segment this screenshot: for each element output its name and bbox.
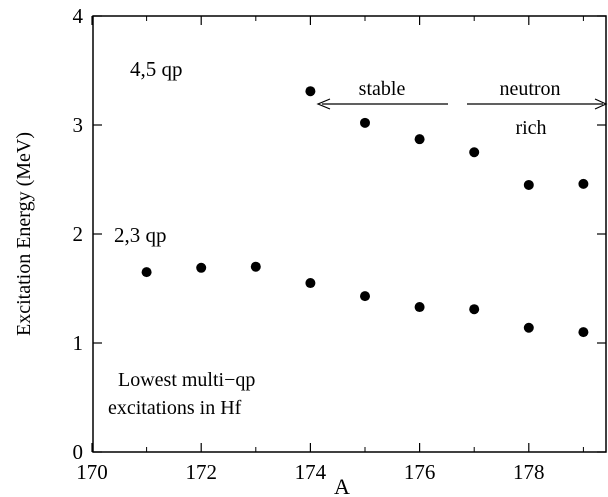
data-point-circle — [414, 134, 425, 145]
y-tick-label: 1 — [73, 331, 84, 355]
axis-ticks — [91, 15, 606, 453]
neutron-label: neutron — [499, 78, 560, 100]
lower-group-label: 2,3 qp — [114, 223, 167, 247]
stable-arrow — [316, 98, 448, 110]
data-point-circle — [360, 291, 370, 302]
data-point-circle — [469, 304, 480, 315]
data-point-circle — [305, 278, 316, 289]
y-tick-label: 4 — [73, 4, 84, 28]
data-marks — [141, 86, 589, 338]
y-tick-label: 3 — [73, 113, 84, 137]
x-tick-labels: 170172174176178180182184 — [76, 460, 545, 484]
data-point-circle — [578, 327, 589, 338]
data-point-circle — [141, 267, 152, 278]
y-tick-label: 0 — [73, 440, 84, 464]
x-tick-label: 176 — [404, 460, 436, 484]
rich-label: rich — [515, 117, 546, 139]
data-point-circle — [414, 302, 425, 313]
data-point-circle — [360, 117, 370, 128]
data-point-circle — [523, 322, 534, 333]
y-axis-label: Excitation Energy (MeV) — [13, 132, 35, 336]
x-tick-label: 170 — [76, 460, 108, 484]
y-tick-label: 2 — [73, 222, 84, 246]
data-point-circle — [305, 86, 316, 97]
neutron-rich-arrow — [467, 98, 608, 110]
x-tick-label: 174 — [295, 460, 327, 484]
x-axis-label: A — [334, 474, 350, 497]
data-point-circle — [196, 262, 207, 273]
note-line-1: Lowest multi−qp — [118, 369, 255, 391]
stable-label: stable — [359, 78, 406, 100]
data-point-circle — [523, 179, 534, 190]
x-tick-label: 172 — [185, 460, 217, 484]
upper-group-label: 4,5 qp — [130, 57, 183, 81]
y-tick-labels: 0 1 2 3 4 — [73, 4, 84, 464]
data-point-circle — [469, 147, 480, 158]
note-line-2: excitations in Hf — [108, 397, 242, 419]
x-tick-label: 178 — [513, 460, 545, 484]
data-point-circle — [578, 178, 589, 189]
data-point-circle — [250, 261, 261, 272]
